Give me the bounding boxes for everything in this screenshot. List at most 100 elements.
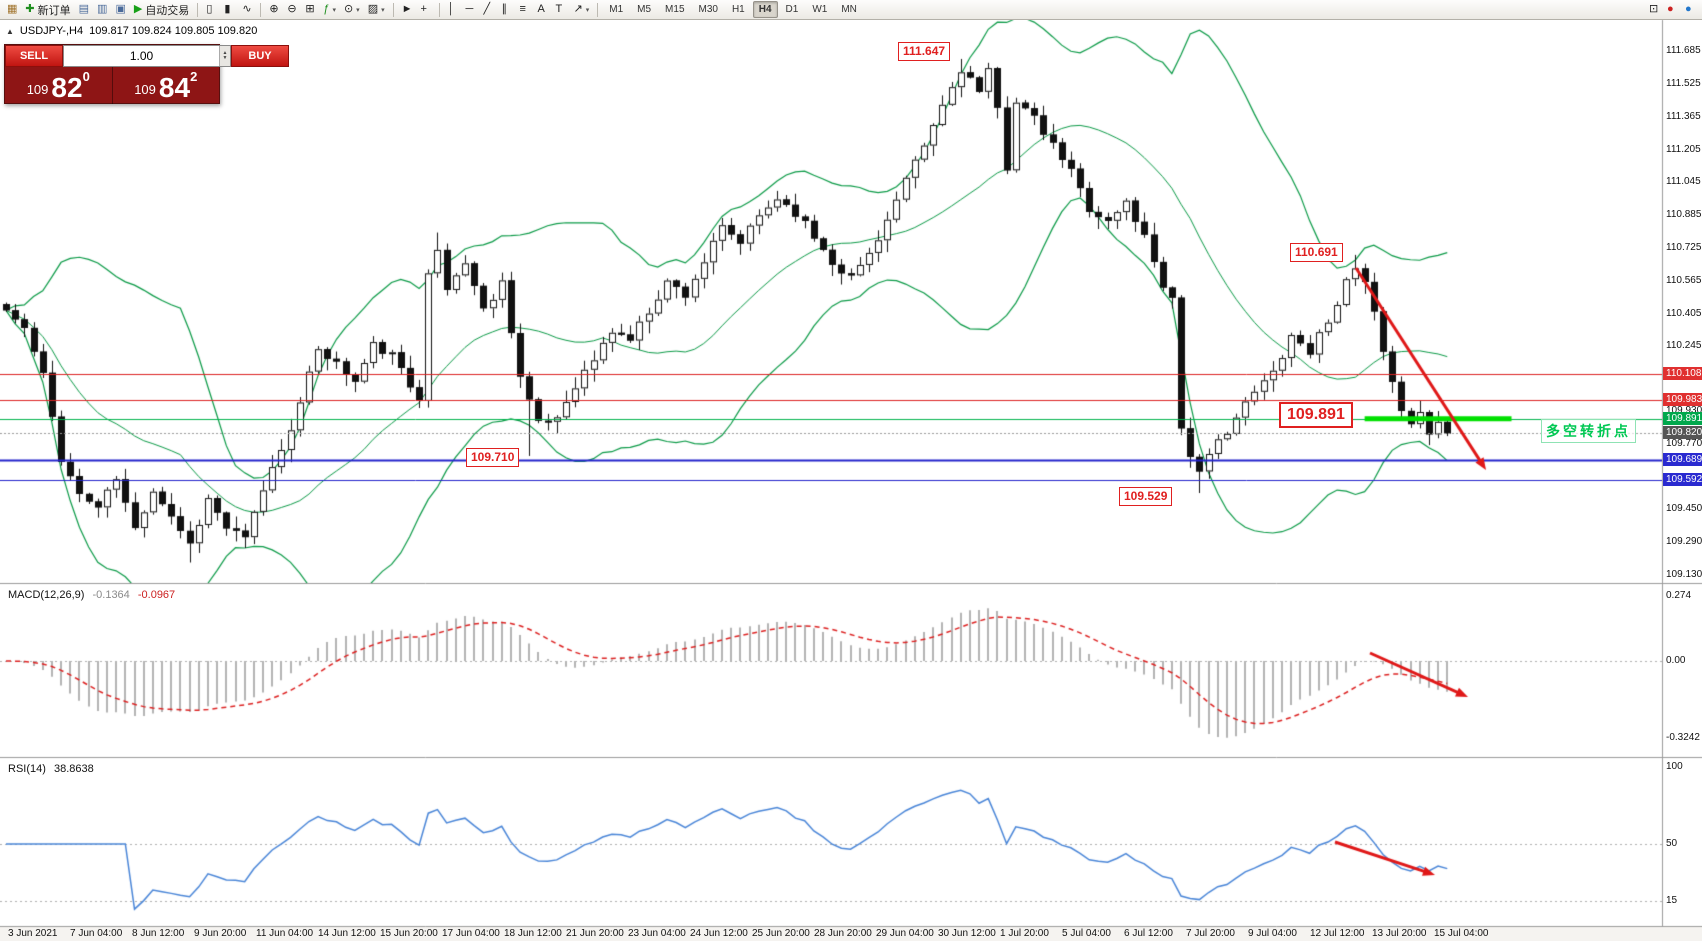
price-axis-tick: 111.365 [1666, 110, 1701, 122]
community-icon[interactable]: ● [1681, 1, 1699, 19]
time-axis-label: 15 Jun 20:00 [380, 928, 438, 939]
timeframe-m1-button[interactable]: M1 [609, 4, 624, 15]
sell-price-head: 109 [26, 82, 49, 97]
tile-windows-icon[interactable]: ⊞ [301, 1, 319, 19]
timeframe-m15-button[interactable]: M15 [665, 4, 685, 15]
price-axis-badge: 109.592 [1663, 473, 1702, 487]
horizontal-line-icon[interactable]: ─ [462, 1, 480, 19]
rsi-axis-tick: 15 [1666, 895, 1678, 907]
price-axis-tick: 109.930 [1666, 404, 1702, 416]
candlestick-chart-icon: ▮ [224, 3, 231, 15]
time-axis-label: 14 Jun 12:00 [318, 928, 376, 939]
time-axis-label: 11 Jun 04:00 [256, 928, 314, 939]
buy-price-head: 109 [134, 82, 156, 97]
time-axis-label: 5 Jul 04:00 [1062, 928, 1111, 939]
text-icon[interactable]: A [534, 1, 552, 19]
timeframe-m30-button[interactable]: M30 [698, 4, 718, 15]
timeframe-w1-button[interactable]: W1 [812, 4, 828, 15]
arrows-icon[interactable]: ↗ ▾ [570, 1, 594, 19]
label-icon: T [555, 3, 563, 15]
toolbar-separator [597, 2, 599, 17]
autotrading-button[interactable]: ▶ 自动交易 [130, 1, 193, 19]
tile-windows-icon: ⊞ [305, 3, 315, 15]
price-axis-tick: 109.770 [1666, 437, 1702, 449]
annotation-low-109710[interactable]: 109.710 [466, 448, 520, 467]
price-axis-tick: 111.045 [1666, 176, 1701, 188]
macd-value-signal: -0.0967 [137, 589, 176, 601]
cursor-icon[interactable]: ► [398, 1, 417, 19]
volume-input[interactable] [64, 46, 219, 66]
arrows-icon: ↗ [573, 3, 583, 15]
one-click-trading-panel: SELL ▲ ▼ BUY 109 82 0 109 84 2 [4, 44, 289, 104]
indicators-button[interactable]: ƒ ▾ [319, 1, 340, 19]
print-icon[interactable]: ⊡ [1645, 1, 1663, 19]
zoom-in-icon: ⊕ [269, 3, 279, 15]
buy-price[interactable]: 109 84 2 [113, 67, 220, 104]
annotation-turning-point[interactable]: 多空转折点 [1541, 419, 1636, 443]
time-axis-label: 25 Jun 20:00 [752, 928, 810, 939]
channel-icon[interactable]: ∥ [498, 1, 516, 19]
price-axis-badge: 109.820 [1663, 426, 1702, 440]
timeframe-h4-button[interactable]: H4 [752, 1, 778, 18]
charts-menu-icon[interactable]: ▦ [3, 1, 21, 19]
time-axis-label: 17 Jun 04:00 [442, 928, 500, 939]
zoom-out-icon[interactable]: ⊖ [283, 1, 301, 19]
periods-button-caret-icon: ▾ [356, 6, 360, 14]
zoom-out-icon: ⊖ [287, 3, 297, 15]
spinner-down-icon[interactable]: ▼ [222, 55, 228, 61]
buy-price-big: 84 [158, 72, 191, 104]
vertical-line-icon: │ [447, 3, 455, 15]
zoom-in-icon[interactable]: ⊕ [265, 1, 283, 19]
bar-chart-icon[interactable]: ▯ [202, 1, 220, 19]
templates-button: ▨ [367, 3, 379, 15]
community-icon: ● [1685, 3, 1692, 15]
macd-label: MACD(12,26,9) -0.1364 -0.0967 [8, 589, 175, 601]
crosshair-icon[interactable]: + [417, 1, 435, 19]
buy-button[interactable]: BUY [231, 45, 289, 67]
toolbar-separator [197, 2, 199, 17]
annotation-high-111647[interactable]: 111.647 [898, 42, 951, 61]
line-chart-icon[interactable]: ∿ [238, 1, 256, 19]
macd-axis-tick: 0.274 [1666, 590, 1692, 602]
candlestick-chart-icon[interactable]: ▮ [220, 1, 238, 19]
text-icon: A [537, 3, 545, 15]
macd-axis-tick: 0.00 [1666, 655, 1686, 666]
templates-button[interactable]: ▨ ▾ [364, 1, 389, 19]
new-order-button[interactable]: ✚ 新订单 [21, 1, 74, 19]
chart-symbol-icon: ▲ [6, 26, 14, 36]
fibonacci-icon[interactable]: ≡ [516, 1, 534, 19]
annotation-high-110691[interactable]: 110.691 [1290, 243, 1343, 262]
one-click-prices: 109 82 0 109 84 2 [5, 67, 219, 104]
sell-button[interactable]: SELL [5, 45, 63, 67]
price-axis-tick: 110.885 [1666, 209, 1702, 221]
annotation-low-109529[interactable]: 109.529 [1119, 487, 1173, 506]
timeframe-mn-button[interactable]: MN [841, 4, 857, 15]
time-axis-label: 24 Jun 12:00 [690, 928, 748, 939]
time-axis-label: 28 Jun 20:00 [814, 928, 872, 939]
label-icon[interactable]: T [552, 1, 570, 19]
periods-button[interactable]: ⊙ ▾ [340, 1, 364, 19]
volume-spinner[interactable]: ▲ ▼ [219, 46, 230, 66]
data-window-icon[interactable]: ▣ [111, 1, 129, 19]
profiles-icon[interactable]: ▥ [93, 1, 111, 19]
sell-price[interactable]: 109 82 0 [5, 67, 113, 104]
time-axis-label: 9 Jul 04:00 [1248, 928, 1297, 939]
print-icon: ⊡ [1649, 3, 1659, 15]
timeframe-h1-button[interactable]: H1 [731, 4, 745, 15]
timeframe-m5-button[interactable]: M5 [637, 4, 652, 15]
time-axis-label: 7 Jun 04:00 [70, 928, 123, 939]
toolbar-right-group: ⊡ ● ● [1645, 1, 1699, 19]
timeframe-d1-button[interactable]: D1 [785, 4, 799, 15]
bar-chart-icon: ▯ [206, 3, 213, 15]
price-axis-tick: 111.205 [1666, 143, 1701, 155]
trendline-icon[interactable]: ╱ [480, 1, 498, 19]
cursor-icon: ► [401, 3, 413, 15]
spinner-up-icon[interactable]: ▲ [222, 50, 228, 56]
chart-window-icon[interactable]: ▤ [75, 1, 93, 19]
news-icon[interactable]: ● [1663, 1, 1681, 19]
vertical-line-icon[interactable]: │ [444, 1, 462, 19]
horizontal-line-icon: ─ [465, 3, 474, 15]
price-axis-tick: 109.290 [1666, 536, 1702, 547]
annotation-level-109891[interactable]: 109.891 [1279, 402, 1353, 428]
